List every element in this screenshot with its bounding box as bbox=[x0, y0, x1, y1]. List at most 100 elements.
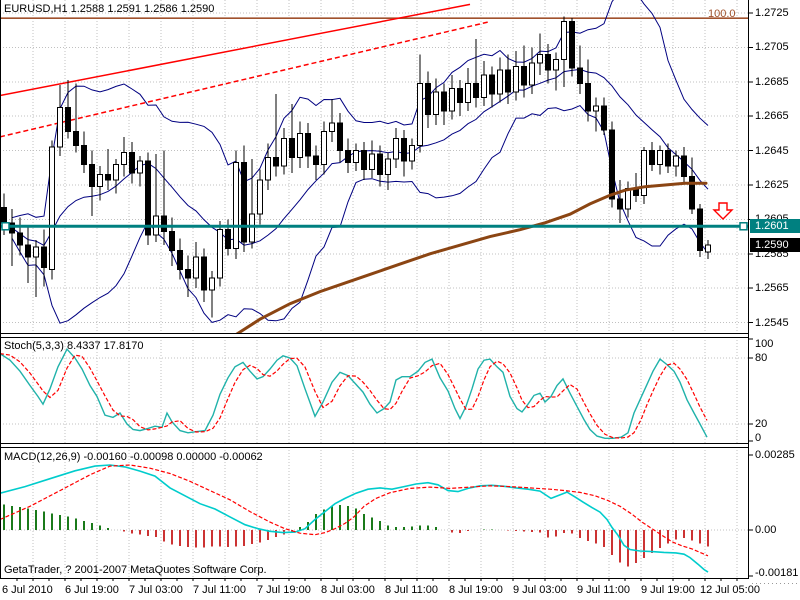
time-axis-label: 8 Jul 19:00 bbox=[449, 584, 503, 596]
candle-bull bbox=[113, 163, 119, 181]
time-axis-label: 12 Jul 05:00 bbox=[700, 584, 760, 596]
candle-bear bbox=[289, 138, 295, 158]
time-axis-label: 7 Jul 03:00 bbox=[129, 584, 183, 596]
candle-bull bbox=[705, 244, 711, 253]
candle-bull bbox=[417, 83, 423, 146]
stoch-signal-line bbox=[0, 353, 708, 439]
candle-bull bbox=[329, 122, 335, 133]
candle-bear bbox=[665, 150, 671, 167]
trendline-solid[interactable] bbox=[0, 3, 471, 97]
ma-brown bbox=[235, 181, 708, 333]
candle-bull bbox=[409, 144, 415, 162]
candle-bear bbox=[313, 155, 319, 165]
candle-bull bbox=[513, 65, 519, 93]
down-arrow-icon[interactable] bbox=[712, 202, 734, 220]
hline-handle[interactable] bbox=[1, 222, 10, 231]
candle-bear bbox=[305, 132, 311, 157]
candle-bull bbox=[209, 277, 215, 291]
candle-bull bbox=[481, 74, 487, 98]
stoch-axis-label: 0 bbox=[755, 432, 762, 444]
candle-bull bbox=[529, 62, 535, 86]
candle-bear bbox=[521, 65, 527, 86]
candle-bear bbox=[17, 232, 23, 246]
candle-bear bbox=[273, 156, 279, 167]
current-price-tag: 1.2590 bbox=[750, 238, 800, 252]
candle-bear bbox=[65, 107, 71, 133]
macd-axis-label: 0.00 bbox=[755, 524, 777, 536]
candle-bear bbox=[337, 122, 343, 152]
candle-bear bbox=[361, 150, 367, 171]
candle-bull bbox=[537, 53, 543, 64]
candle-bear bbox=[177, 249, 183, 270]
price-axis-label: 1.2645 bbox=[755, 144, 789, 157]
candle-bull bbox=[641, 150, 647, 196]
stoch-panel[interactable] bbox=[0, 337, 748, 443]
bollinger-lower bbox=[11, 104, 709, 324]
main-chart-panel[interactable] bbox=[0, 0, 748, 335]
candle-bull bbox=[281, 138, 287, 167]
time-axis-label: 7 Jul 11:00 bbox=[193, 584, 247, 596]
hline-handle[interactable] bbox=[739, 222, 748, 231]
candle-bull bbox=[657, 150, 663, 165]
candle-bull bbox=[249, 213, 255, 243]
candle-bull bbox=[673, 155, 679, 167]
price-axis-label: 1.2705 bbox=[755, 41, 789, 54]
candle-bull bbox=[561, 21, 567, 60]
candle-bull bbox=[321, 131, 327, 165]
candle-bear bbox=[545, 53, 551, 71]
candle-bear bbox=[697, 208, 703, 251]
candle-bear bbox=[489, 74, 495, 95]
copyright-text: GetaTrader, ? 2001-2007 MetaQuotes Softw… bbox=[4, 564, 267, 576]
candle-bull bbox=[265, 156, 271, 181]
chart-title: EURUSD,H1 1.2588 1.2591 1.2586 1.2590 bbox=[4, 3, 215, 15]
price-axis-label: 1.2565 bbox=[755, 282, 789, 295]
macd-panel[interactable] bbox=[0, 447, 748, 578]
candle-bull bbox=[137, 160, 143, 174]
candle-bear bbox=[505, 69, 511, 93]
price-axis-label: 1.2665 bbox=[755, 110, 789, 123]
candle-bull bbox=[353, 150, 359, 164]
stoch-main-line bbox=[0, 347, 708, 439]
candle-bull bbox=[385, 158, 391, 176]
candle-bull bbox=[97, 174, 103, 188]
macd-axis-label: -0.00181 bbox=[755, 567, 799, 579]
candle-bull bbox=[393, 138, 399, 160]
candle-bull bbox=[449, 88, 455, 112]
bollinger-middle bbox=[11, 68, 709, 247]
candle-bear bbox=[185, 268, 191, 279]
time-axis-label: 6 Jul 19:00 bbox=[65, 584, 119, 596]
time-axis-label: 8 Jul 03:00 bbox=[321, 584, 375, 596]
candle-bear bbox=[689, 175, 695, 210]
hline-price-tag: 1.2601 bbox=[750, 219, 800, 233]
candle-bull bbox=[57, 107, 63, 148]
candle-bull bbox=[465, 83, 471, 103]
candle-bear bbox=[401, 138, 407, 162]
candle-bear bbox=[609, 129, 615, 200]
candle-bull bbox=[257, 179, 263, 215]
stoch-indicator-label: Stoch(5,3,3) 8.4337 17.8170 bbox=[4, 340, 144, 352]
candle-bear bbox=[225, 229, 231, 250]
macd-main-line bbox=[0, 464, 709, 573]
candle-bear bbox=[25, 244, 31, 258]
candle-bear bbox=[577, 67, 583, 85]
candle-bull bbox=[121, 151, 127, 165]
candle-bull bbox=[233, 162, 239, 250]
price-axis-label: 1.2685 bbox=[755, 75, 789, 88]
candle-bull bbox=[297, 132, 303, 158]
candle-bull bbox=[369, 153, 375, 171]
candle-bear bbox=[345, 150, 351, 164]
candle-bear bbox=[585, 83, 591, 112]
candle-bear bbox=[161, 215, 167, 232]
candle-bear bbox=[105, 174, 111, 181]
time-axis-label: 8 Jul 11:00 bbox=[385, 584, 439, 596]
trendline-dashed[interactable] bbox=[0, 20, 491, 138]
stoch-axis-label: 100 bbox=[755, 338, 774, 350]
candle-bull bbox=[497, 69, 503, 95]
time-axis-label: 7 Jul 19:00 bbox=[257, 584, 311, 596]
candle-bull bbox=[593, 105, 599, 112]
candle-bear bbox=[9, 222, 15, 234]
fibo-level-label[interactable]: 100.0 bbox=[708, 8, 736, 20]
time-axis-label: 9 Jul 03:00 bbox=[513, 584, 567, 596]
